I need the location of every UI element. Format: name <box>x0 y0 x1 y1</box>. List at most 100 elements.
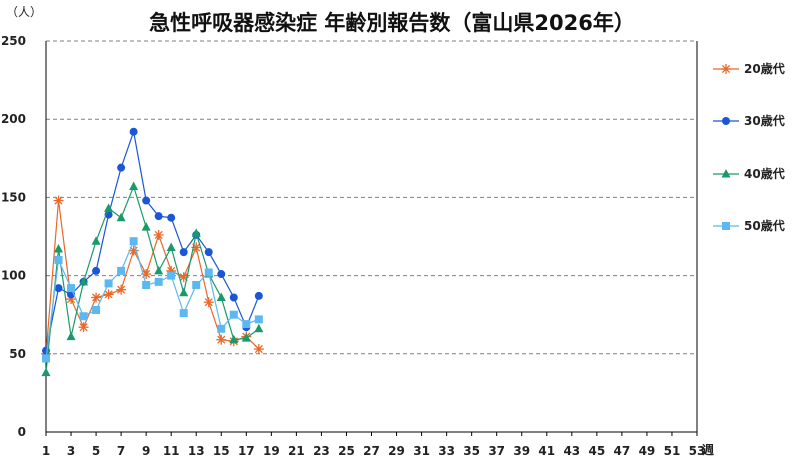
x-tick-label: 5 <box>92 444 100 458</box>
data-point <box>129 127 138 136</box>
data-point <box>42 354 50 363</box>
y-tick-label: 0 <box>18 425 26 439</box>
series-triangle <box>41 181 264 377</box>
data-point <box>153 229 164 240</box>
x-tick-label: 47 <box>614 444 631 458</box>
grid-lines <box>46 40 697 355</box>
data-point <box>67 284 76 293</box>
x-tick-label: 17 <box>238 444 255 458</box>
y-tick-label: 250 <box>1 34 26 48</box>
data-point <box>79 312 88 321</box>
data-point <box>103 289 114 300</box>
legend-item: 50歳代 <box>713 218 785 233</box>
data-point <box>54 244 64 253</box>
legend-item: 20歳代 <box>713 61 785 76</box>
data-point <box>179 248 188 257</box>
data-point <box>91 292 102 303</box>
x-tick-label: 13 <box>188 444 205 458</box>
data-point <box>79 276 89 286</box>
y-unit-label: （人） <box>6 5 42 19</box>
data-point <box>229 310 238 319</box>
x-tick-label: 43 <box>563 444 580 458</box>
x-tick-label: 45 <box>588 444 605 458</box>
data-point <box>254 291 263 300</box>
x-tick-label: 27 <box>363 444 380 458</box>
data-point <box>179 309 188 318</box>
legend-item: 30歳代 <box>713 113 785 128</box>
x-tick-label: 51 <box>664 444 681 458</box>
y-tick-label: 200 <box>1 112 26 126</box>
x-tick-label: 1 <box>42 444 50 458</box>
data-point <box>66 331 76 341</box>
data-point <box>203 297 214 308</box>
x-tick-label: 9 <box>142 444 150 458</box>
data-point <box>78 322 89 333</box>
x-tick-label: 11 <box>163 444 180 458</box>
series-line <box>45 184 260 373</box>
legend-label: 30歳代 <box>744 113 785 128</box>
data-point <box>179 287 189 297</box>
x-tick-label: 31 <box>413 444 430 458</box>
data-point <box>229 293 238 302</box>
data-point <box>104 279 113 288</box>
data-point <box>217 324 226 333</box>
data-point <box>129 237 138 246</box>
data-point <box>142 196 151 205</box>
data-point <box>242 320 251 329</box>
data-point <box>154 265 164 275</box>
data-point <box>722 117 730 125</box>
x-tick-label: 33 <box>438 444 455 458</box>
data-point <box>142 280 151 289</box>
series-asterisk <box>41 195 264 359</box>
data-point <box>204 248 213 257</box>
data-point <box>722 222 730 230</box>
y-tick-label: 50 <box>9 347 26 361</box>
data-point <box>92 306 101 315</box>
data-point <box>54 255 63 264</box>
data-point <box>53 195 64 206</box>
y-tick-label: 150 <box>1 190 26 204</box>
x-tick-label: 41 <box>538 444 555 458</box>
x-tick-label: 37 <box>488 444 505 458</box>
x-tick-label: 15 <box>213 444 230 458</box>
data-point <box>191 228 201 237</box>
x-tick-label: 29 <box>388 444 405 458</box>
x-tick-label: 7 <box>117 444 125 458</box>
data-point <box>166 242 176 251</box>
x-tick-label: 49 <box>639 444 656 458</box>
data-point <box>91 236 101 245</box>
data-point <box>167 271 176 280</box>
data-point <box>254 315 263 324</box>
data-point <box>253 344 264 355</box>
x-unit-label: 週 <box>702 442 714 457</box>
x-tick-label: 19 <box>263 444 280 458</box>
data-point <box>241 333 251 342</box>
data-point <box>54 284 63 293</box>
data-point <box>721 64 731 74</box>
data-point <box>216 292 226 301</box>
legend: 20歳代 30歳代 40歳代 50歳代 <box>713 61 785 233</box>
data-point <box>104 203 114 212</box>
data-point <box>167 213 176 222</box>
legend-item: 40歳代 <box>713 166 785 181</box>
data-point <box>254 323 264 333</box>
legend-label: 20歳代 <box>744 61 785 76</box>
data-point <box>721 169 731 178</box>
x-tick-label: 21 <box>288 444 305 458</box>
data-point <box>192 280 201 289</box>
data-point <box>204 268 213 277</box>
data-point <box>116 284 127 295</box>
x-tick-label: 35 <box>463 444 480 458</box>
data-point <box>154 212 163 221</box>
data-point <box>116 212 126 222</box>
data-point <box>141 222 151 231</box>
legend-label: 40歳代 <box>744 166 785 181</box>
data-point <box>117 163 126 172</box>
x-tick-label: 39 <box>513 444 530 458</box>
x-tick-label: 23 <box>313 444 330 458</box>
series-group <box>41 127 264 377</box>
x-tick-label: 53 <box>689 444 706 458</box>
series-square <box>42 237 263 363</box>
